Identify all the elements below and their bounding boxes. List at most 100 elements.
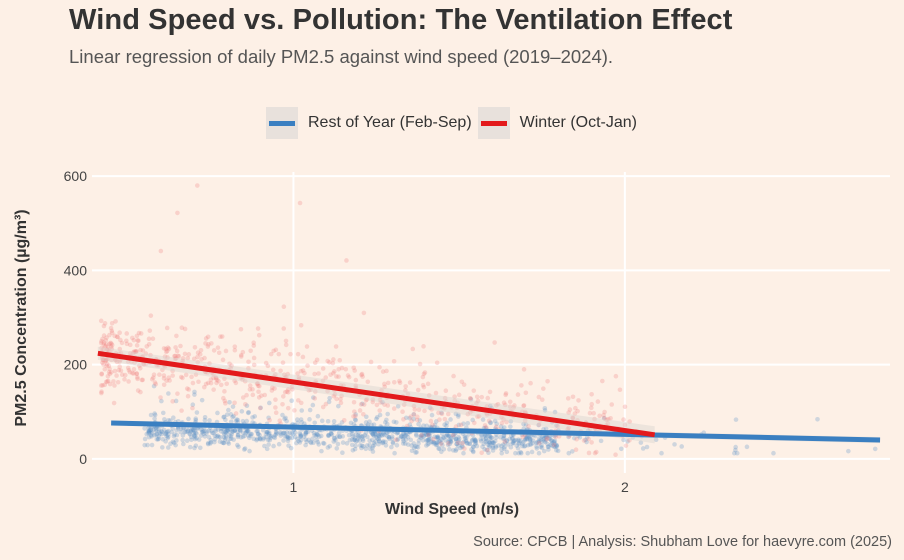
- point-rest-of-year: [451, 448, 456, 453]
- point-rest-of-year: [242, 433, 247, 439]
- point-winter: [251, 340, 256, 345]
- point-winter: [445, 411, 451, 417]
- point-rest-of-year: [424, 443, 429, 448]
- regression-line: [111, 420, 881, 443]
- point-rest-of-year: [222, 432, 227, 437]
- point-winter: [415, 387, 421, 393]
- point-rest-of-year: [223, 435, 229, 441]
- point-winter: [139, 377, 145, 383]
- point-rest-of-year: [508, 433, 514, 438]
- point-rest-of-year: [166, 428, 171, 434]
- point-rest-of-year: [205, 440, 211, 446]
- point-rest-of-year: [527, 435, 532, 440]
- point-rest-of-year: [175, 426, 181, 431]
- point-winter: [281, 326, 287, 331]
- point-winter: [472, 420, 477, 426]
- point-rest-of-year: [316, 434, 322, 439]
- point-rest-of-year: [192, 445, 197, 451]
- point-winter: [471, 388, 477, 393]
- point-rest-of-year: [549, 440, 555, 446]
- point-rest-of-year: [515, 445, 521, 451]
- point-rest-of-year: [255, 431, 261, 437]
- point-winter: [109, 346, 115, 352]
- point-winter: [298, 322, 304, 328]
- point-rest-of-year: [315, 439, 321, 445]
- point-rest-of-year: [430, 439, 435, 445]
- point-rest-of-year: [154, 436, 160, 442]
- point-rest-of-year: [267, 433, 273, 439]
- point-rest-of-year: [165, 429, 170, 435]
- point-winter: [227, 361, 232, 367]
- point-rest-of-year: [498, 424, 504, 429]
- point-rest-of-year: [216, 434, 221, 440]
- point-rest-of-year: [448, 438, 454, 444]
- point-rest-of-year: [380, 440, 386, 445]
- point-winter: [211, 375, 216, 381]
- point-rest-of-year: [332, 436, 337, 441]
- point-winter: [316, 371, 321, 376]
- point-rest-of-year: [479, 432, 484, 438]
- point-winter: [380, 369, 386, 374]
- point-rest-of-year: [159, 429, 164, 434]
- point-winter: [104, 335, 109, 340]
- point-rest-of-year: [334, 446, 340, 451]
- point-rest-of-year: [407, 422, 413, 427]
- point-winter: [503, 392, 508, 398]
- point-rest-of-year: [456, 436, 462, 441]
- point-rest-of-year: [445, 442, 451, 448]
- point-winter: [164, 325, 170, 331]
- point-winter: [114, 373, 119, 378]
- grid-lines: [92, 172, 890, 473]
- point-winter: [452, 394, 457, 399]
- point-winter: [130, 335, 135, 341]
- point-rest-of-year: [407, 415, 413, 421]
- point-winter: [320, 378, 326, 384]
- point-rest-of-year: [482, 447, 487, 452]
- point-rest-of-year: [524, 434, 530, 439]
- point-winter: [99, 338, 104, 344]
- point-winter: [292, 408, 297, 413]
- point-winter: [353, 383, 359, 388]
- point-rest-of-year: [467, 441, 472, 447]
- point-winter: [218, 334, 223, 340]
- point-rest-of-year: [465, 421, 471, 426]
- point-winter: [604, 417, 609, 423]
- point-winter: [224, 381, 230, 387]
- point-winter: [198, 347, 204, 353]
- point-rest-of-year: [166, 391, 171, 396]
- point-rest-of-year: [200, 428, 205, 433]
- point-rest-of-year: [446, 439, 451, 444]
- point-rest-of-year: [425, 438, 430, 443]
- point-winter: [382, 381, 387, 387]
- point-rest-of-year: [456, 422, 462, 428]
- point-rest-of-year: [771, 450, 776, 456]
- point-rest-of-year: [508, 419, 514, 424]
- point-winter: [273, 347, 279, 353]
- point-winter: [251, 343, 257, 348]
- point-rest-of-year: [246, 435, 252, 441]
- point-rest-of-year: [248, 431, 253, 437]
- point-rest-of-year: [434, 435, 439, 440]
- point-winter: [502, 439, 508, 444]
- point-rest-of-year: [553, 444, 558, 450]
- point-rest-of-year: [327, 443, 333, 449]
- point-rest-of-year: [481, 437, 486, 442]
- point-winter: [98, 318, 104, 324]
- point-winter: [254, 381, 260, 387]
- point-rest-of-year: [508, 424, 513, 429]
- point-rest-of-year: [478, 437, 483, 442]
- point-winter: [351, 365, 357, 371]
- point-rest-of-year: [456, 414, 461, 419]
- point-rest-of-year: [416, 441, 421, 446]
- point-rest-of-year: [436, 435, 441, 440]
- point-winter: [135, 376, 140, 382]
- point-rest-of-year: [510, 441, 515, 446]
- point-rest-of-year: [468, 397, 474, 402]
- point-rest-of-year: [539, 443, 544, 448]
- point-rest-of-year: [294, 440, 299, 446]
- point-rest-of-year: [392, 450, 397, 456]
- point-rest-of-year: [543, 426, 549, 432]
- point-rest-of-year: [872, 446, 878, 452]
- point-rest-of-year: [487, 440, 492, 446]
- point-rest-of-year: [166, 432, 171, 437]
